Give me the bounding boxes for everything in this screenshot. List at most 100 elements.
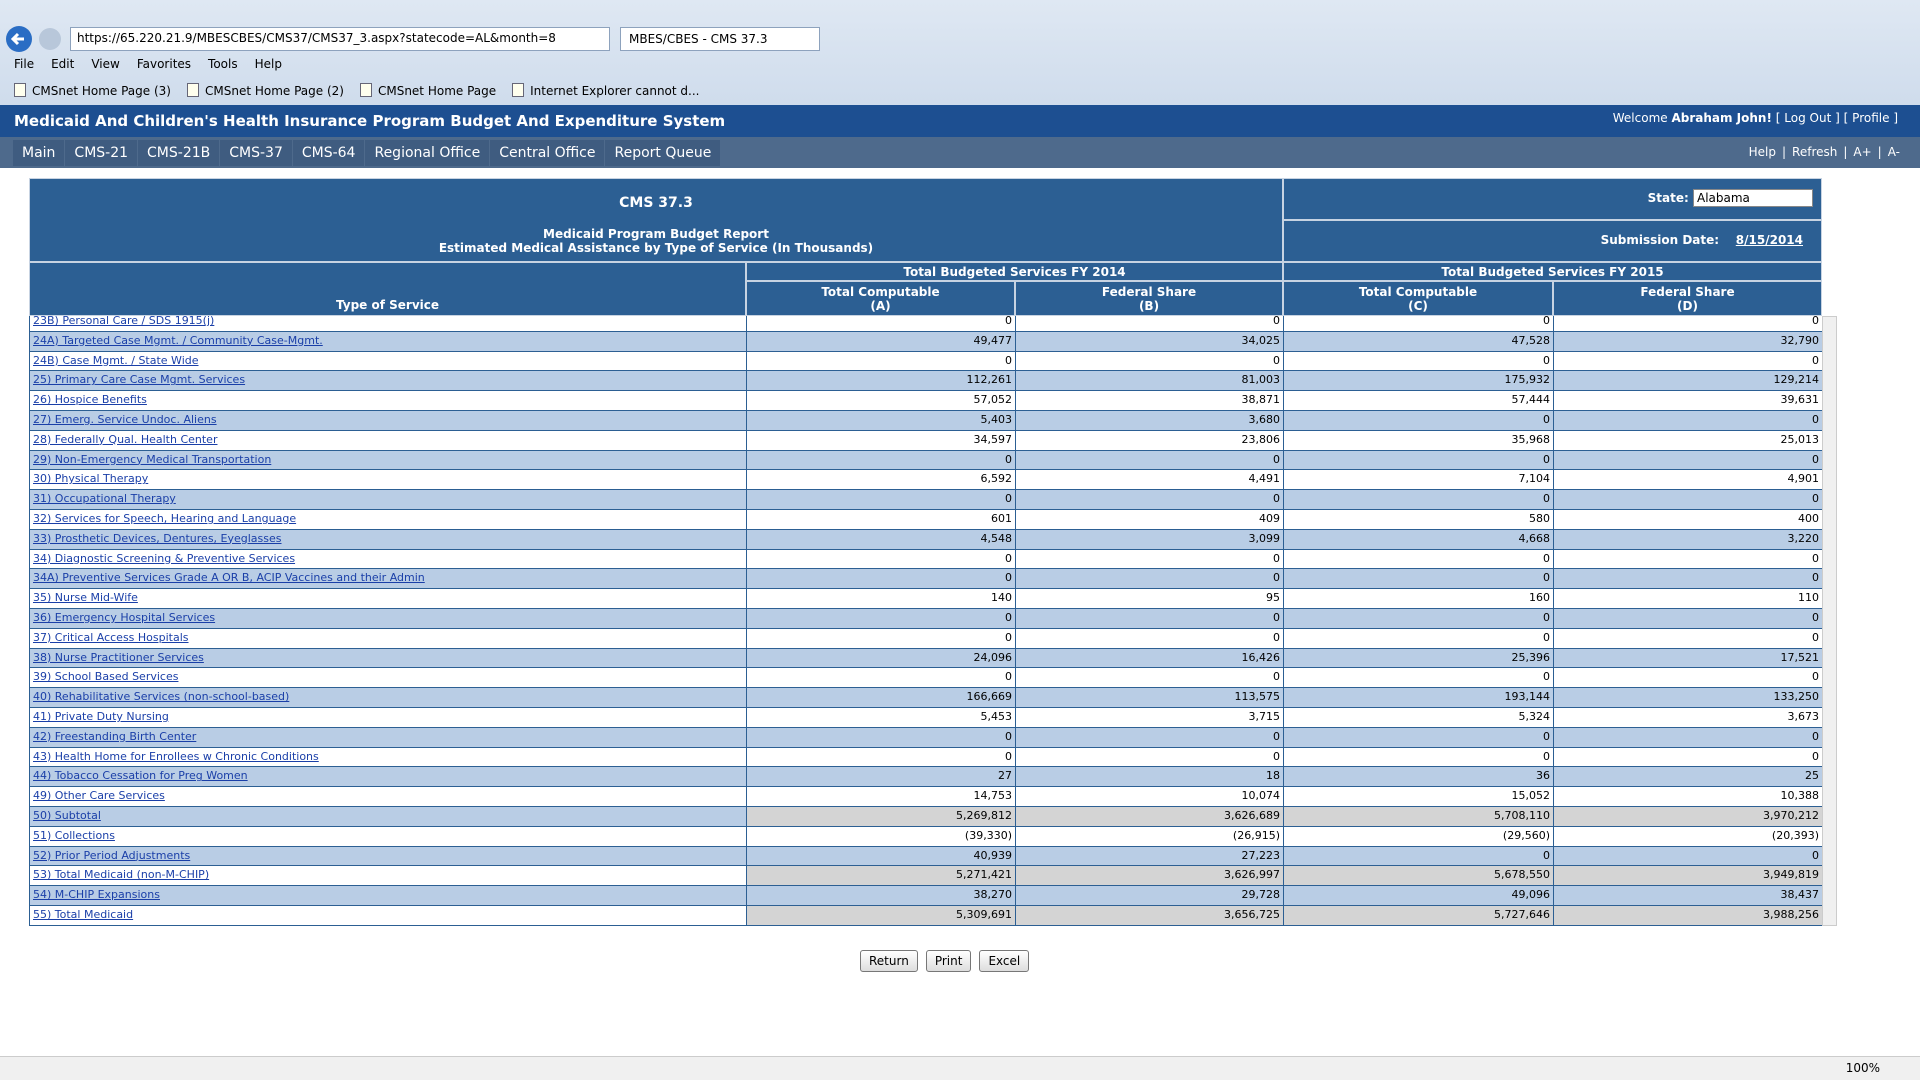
scrollbar[interactable]: [1822, 316, 1837, 926]
value-cell: 0: [1554, 668, 1822, 689]
tool-link[interactable]: A+: [1853, 145, 1872, 159]
button[interactable]: Excel: [979, 950, 1030, 972]
service-link[interactable]: 38) Nurse Practitioner Services: [33, 650, 204, 664]
value-cell: 0: [747, 316, 1016, 332]
service-link[interactable]: 25) Primary Care Case Mgmt. Services: [33, 373, 246, 387]
service-link[interactable]: 50) Subtotal: [33, 809, 101, 822]
service-link[interactable]: 35) Nurse Mid-Wife: [33, 591, 138, 605]
label-cell: 38) Nurse Practitioner Services: [30, 648, 747, 669]
service-link[interactable]: 54) M-CHIP Expansions: [33, 888, 160, 902]
button[interactable]: Return: [860, 950, 918, 972]
service-link[interactable]: 24B) Case Mgmt. / State Wide: [33, 353, 199, 367]
submission-date[interactable]: 8/15/2014: [1735, 233, 1803, 247]
service-link[interactable]: 36) Emergency Hospital Services: [33, 611, 216, 624]
value-cell: 166,669: [747, 688, 1016, 708]
column-header: Federal Share (D): [1553, 281, 1822, 316]
favorite[interactable]: Internet Explorer cannot d...: [512, 83, 699, 98]
nav-item[interactable]: Regional Office: [365, 140, 490, 166]
service-link[interactable]: 34) Diagnostic Screening & Preventive Se…: [33, 551, 296, 565]
table-row: 24B) Case Mgmt. / State Wide 0 0 0 0: [30, 351, 1822, 372]
nav-buttons[interactable]: [4, 24, 68, 54]
favorite[interactable]: CMSnet Home Page (2): [187, 83, 344, 98]
menu-item[interactable]: Edit: [51, 57, 75, 71]
menu-item[interactable]: Tools: [208, 57, 238, 71]
menu-item[interactable]: File: [14, 57, 35, 71]
value-cell: 39,631: [1554, 391, 1822, 411]
nav-item[interactable]: CMS-21: [65, 140, 138, 166]
menu-item[interactable]: Favorites: [136, 57, 192, 71]
value-cell: 0: [1284, 450, 1554, 471]
tool-link[interactable]: Help: [1748, 145, 1776, 159]
service-link[interactable]: 32) Services for Speech, Hearing and Lan…: [33, 512, 297, 525]
service-link[interactable]: 30) Physical Therapy: [33, 472, 149, 486]
table-row: 24A) Targeted Case Mgmt. / Community Cas…: [30, 331, 1822, 352]
table-row: 27) Emerg. Service Undoc. Aliens 5,403 3,6…: [30, 411, 1822, 431]
service-link[interactable]: 31) Occupational Therapy: [33, 492, 176, 506]
service-link[interactable]: 44) Tobacco Cessation for Preg Women: [33, 769, 248, 783]
value-cell: 0: [1284, 316, 1554, 332]
service-link[interactable]: 43) Health Home for Enrollees w Chronic …: [33, 749, 319, 763]
table-row: 54) M-CHIP Expansions 38,270 29,728 49,096 3…: [30, 886, 1822, 906]
browser-tab[interactable]: MBES/CBES - CMS 37.3: [620, 27, 820, 51]
value-cell: 0: [1554, 351, 1822, 372]
table-row: 49) Other Care Services 14,753 10,074 15,05…: [30, 787, 1822, 807]
nav-item[interactable]: Central Office: [490, 140, 605, 166]
value-cell: 3,099: [1016, 529, 1284, 550]
favorite[interactable]: CMSnet Home Page: [360, 83, 496, 98]
nav-item[interactable]: CMS-37: [220, 140, 292, 166]
value-cell: 0: [1284, 609, 1554, 629]
value-cell: 0: [1284, 569, 1554, 590]
profile[interactable]: Profile: [1852, 111, 1890, 125]
service-link[interactable]: 52) Prior Period Adjustments: [33, 848, 191, 862]
service-link[interactable]: 34A) Preventive Services Grade A OR B, A…: [33, 571, 425, 585]
table-row: 25) Primary Care Case Mgmt. Services 112,…: [30, 371, 1822, 392]
service-link[interactable]: 40) Rehabilitative Services (non-school-…: [33, 690, 290, 704]
service-link[interactable]: 37) Critical Access Hospitals: [33, 630, 189, 644]
value-cell: 3,988,256: [1554, 906, 1822, 926]
value-cell: 0: [1554, 609, 1822, 629]
tool-link[interactable]: Refresh: [1792, 145, 1838, 159]
value-cell: 0: [747, 490, 1016, 510]
tool-link[interactable]: A-: [1887, 145, 1900, 159]
service-link[interactable]: 41) Private Duty Nursing: [33, 710, 169, 723]
nav-item[interactable]: Main: [13, 140, 65, 166]
service-link[interactable]: 55) Total Medicaid: [33, 908, 134, 921]
menu-item[interactable]: Help: [254, 57, 282, 71]
service-link[interactable]: 26) Hospice Benefits: [33, 393, 147, 407]
value-cell: 17,521: [1554, 648, 1822, 669]
value-cell: 49,477: [747, 331, 1016, 352]
column-header: Federal Share (B): [1015, 281, 1283, 316]
service-link[interactable]: 29) Non-Emergency Medical Transportation: [33, 452, 272, 466]
value-cell: 0: [1554, 727, 1822, 748]
zoom[interactable]: 100%: [1845, 1061, 1880, 1075]
service-link[interactable]: 51) Collections: [33, 828, 115, 842]
bracket: [: [1775, 111, 1781, 125]
nav-item[interactable]: CMS-21B: [138, 140, 220, 166]
value-cell: 0: [1016, 668, 1284, 689]
service-link[interactable]: 53) Total Medicaid (non-M-CHIP): [33, 868, 210, 882]
service-link[interactable]: 24A) Targeted Case Mgmt. / Community Cas…: [33, 333, 323, 347]
favorite[interactable]: CMSnet Home Page (3): [14, 83, 171, 98]
value-cell: 0: [1284, 351, 1554, 372]
service-link[interactable]: 33) Prosthetic Devices, Dentures, Eyegla…: [33, 531, 282, 545]
state-select[interactable]: Alabama: [1693, 189, 1813, 207]
address-bar[interactable]: https://65.220.21.9/MBESCBES/CMS37/CMS37…: [70, 27, 610, 51]
service-link[interactable]: 28) Federally Qual. Health Center: [33, 432, 218, 446]
value-cell: 113,575: [1016, 688, 1284, 708]
nav-item[interactable]: CMS-64: [292, 140, 365, 166]
value-cell: 0: [1284, 727, 1554, 748]
column-code: (C): [1408, 299, 1428, 313]
nav-menu: Main CMS-21 CMS-21B CMS-37 CMS-64 Regional Of…: [13, 140, 721, 166]
service-link[interactable]: 23B) Personal Care / SDS 1915(j): [33, 316, 215, 327]
menu-item[interactable]: View: [91, 57, 120, 71]
service-link[interactable]: 27) Emerg. Service Undoc. Aliens: [33, 413, 217, 426]
service-link[interactable]: 42) Freestanding Birth Center: [33, 729, 197, 743]
nav-item[interactable]: Report Queue: [605, 140, 721, 166]
button[interactable]: Print: [925, 950, 972, 972]
service-link[interactable]: 39) School Based Services: [33, 670, 179, 684]
value-cell: 0: [747, 569, 1016, 590]
table-row: 52) Prior Period Adjustments 40,939 27,223…: [30, 846, 1822, 867]
service-link[interactable]: 49) Other Care Services: [33, 789, 165, 803]
log-out[interactable]: Log Out: [1784, 111, 1832, 125]
